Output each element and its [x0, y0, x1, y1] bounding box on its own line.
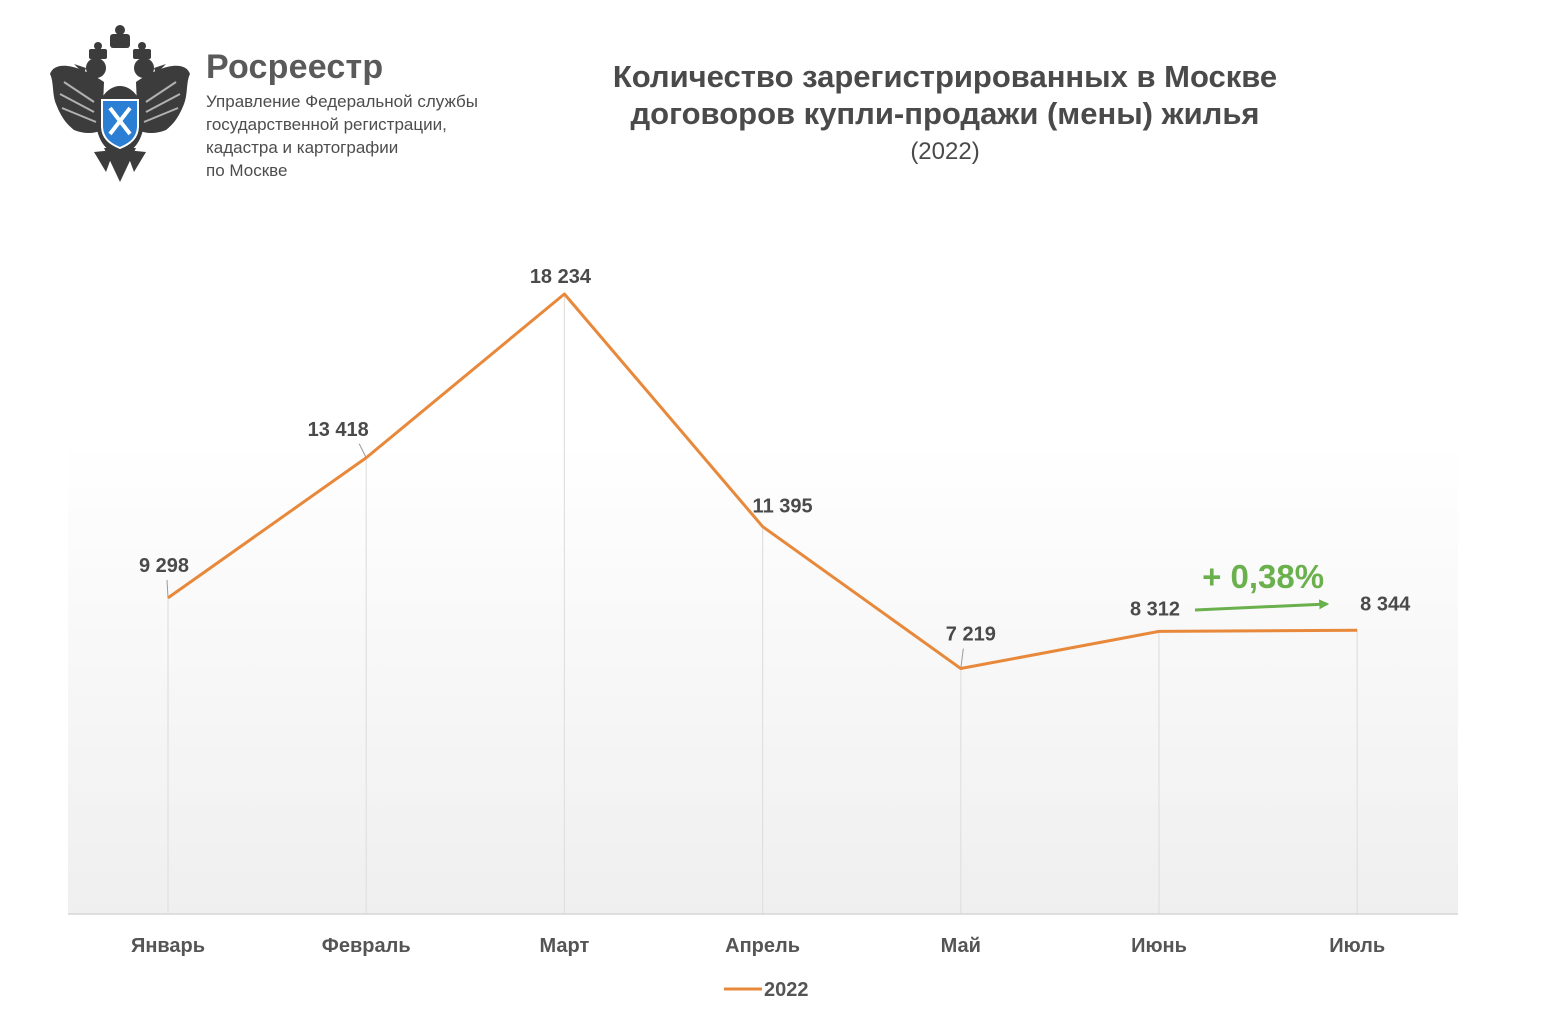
data-label: 18 234 — [530, 266, 592, 288]
chart-subtitle: (2022) — [910, 138, 980, 165]
x-tick-label: Февраль — [322, 935, 411, 957]
x-tick-label: Июнь — [1131, 935, 1187, 957]
x-tick-label: Май — [941, 935, 981, 957]
brand-subtitle-line: кадастра и картографии — [206, 138, 399, 157]
eagle-emblem-icon — [50, 25, 190, 182]
x-tick-label: Апрель — [725, 935, 800, 957]
brand-subtitle-line: по Москве — [206, 161, 288, 180]
data-label-leader — [960, 648, 964, 669]
data-label: 8 344 — [1360, 593, 1411, 615]
brand-subtitle: Управление Федеральной службы государств… — [206, 90, 536, 182]
series-line-2022 — [167, 292, 1358, 671]
data-label: 8 312 — [1130, 598, 1180, 620]
annotation-arrow — [1194, 599, 1330, 612]
x-tick-label: Март — [540, 935, 590, 957]
chart-title: Количество зарегистрированных в Москве д… — [545, 58, 1345, 132]
chart-title-line: Количество зарегистрированных в Москве — [612, 59, 1278, 94]
x-tick-label: Январь — [131, 935, 205, 957]
annotation-text: + 0,38% — [1202, 558, 1324, 595]
x-tick-label: Июль — [1329, 935, 1385, 957]
data-label-leader — [166, 579, 169, 598]
data-label: 11 395 — [753, 496, 813, 518]
chart-title-line: договоров купли-продажи (мены) жилья — [630, 96, 1260, 131]
data-label: 13 418 — [308, 419, 369, 441]
brand-name: Росреестр — [206, 48, 384, 86]
data-label-leader — [358, 443, 367, 458]
data-label: 9 298 — [139, 555, 189, 577]
brand-subtitle-line: Управление Федеральной службы — [206, 92, 478, 111]
brand-subtitle-line: государственной регистрации, — [206, 115, 447, 134]
legend-label: 2022 — [764, 979, 809, 1001]
data-label: 7 219 — [946, 624, 996, 646]
